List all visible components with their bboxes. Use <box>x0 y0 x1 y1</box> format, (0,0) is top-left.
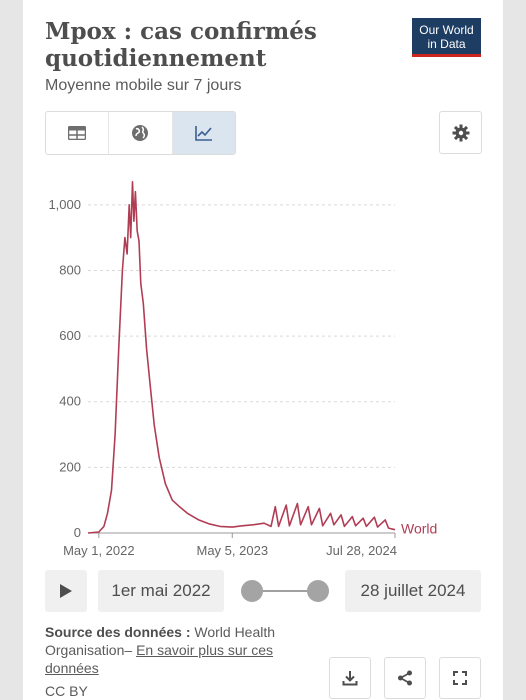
table-icon <box>68 126 87 140</box>
globe-icon <box>132 125 149 141</box>
tab-chart[interactable] <box>172 112 235 154</box>
line-chart-icon <box>195 126 212 141</box>
download-button[interactable] <box>329 657 371 699</box>
share-icon <box>398 670 412 686</box>
source-text: World Health Organisation– <box>45 624 276 658</box>
fullscreen-button[interactable] <box>439 657 481 699</box>
x-tick-label: Jul 28, 2024 <box>326 543 397 558</box>
end-date-label[interactable]: 28 juillet 2024 <box>345 570 481 612</box>
tab-table[interactable] <box>46 112 110 154</box>
chart-grid <box>88 204 395 534</box>
y-tick-label: 600 <box>59 328 81 343</box>
view-tabs <box>45 111 236 155</box>
tab-map[interactable] <box>109 112 173 154</box>
play-icon <box>60 584 72 598</box>
license-label: CC BY <box>45 683 88 699</box>
series-line-world[interactable] <box>87 180 396 534</box>
logo-line-1: Our World <box>419 23 474 37</box>
chart-title: Mpox : cas confirmés quotidiennement <box>45 18 317 72</box>
download-icon <box>342 671 358 686</box>
series-label-world: World <box>401 521 437 537</box>
y-axis: 0 200 400 600 800 1,000 <box>48 197 81 540</box>
start-date-label[interactable]: 1er mai 2022 <box>98 570 224 612</box>
source-label: Source des données : <box>45 624 191 640</box>
gear-icon <box>452 124 469 141</box>
y-tick-label: 0 <box>74 525 81 540</box>
timeline-controls: 1er mai 2022 28 juillet 2024 <box>45 570 481 612</box>
y-tick-label: 800 <box>59 262 81 277</box>
x-tick-label: May 1, 2022 <box>63 543 135 558</box>
source-note: Source des données : World Health Organi… <box>45 623 315 677</box>
share-button[interactable] <box>384 657 426 699</box>
x-tick-label: May 5, 2023 <box>197 543 269 558</box>
settings-button[interactable] <box>439 111 482 154</box>
learn-more-link[interactable]: En savoir plus sur ces données <box>45 642 274 676</box>
timeline-end-handle[interactable] <box>307 580 329 602</box>
timeline-track[interactable] <box>252 590 318 592</box>
line-chart: 0 200 400 600 800 1,000 May 1, 2022 May 5, 202… <box>48 180 437 558</box>
y-tick-label: 200 <box>59 459 81 474</box>
owid-logo[interactable]: Our World in Data <box>412 18 481 57</box>
y-tick-label: 400 <box>59 394 81 409</box>
x-axis: May 1, 2022 May 5, 2023 Jul 28, 2024 <box>63 533 397 558</box>
timeline-start-handle[interactable] <box>241 580 263 602</box>
chart-card: Mpox : cas confirmés quotidiennement Moy… <box>23 0 503 700</box>
chart-subtitle: Moyenne mobile sur 7 jours <box>45 77 242 94</box>
logo-line-2: in Data <box>427 37 466 51</box>
y-tick-label: 1,000 <box>48 197 81 212</box>
series-layer: World <box>87 180 437 537</box>
fullscreen-icon <box>453 671 467 685</box>
play-button[interactable] <box>45 570 87 612</box>
